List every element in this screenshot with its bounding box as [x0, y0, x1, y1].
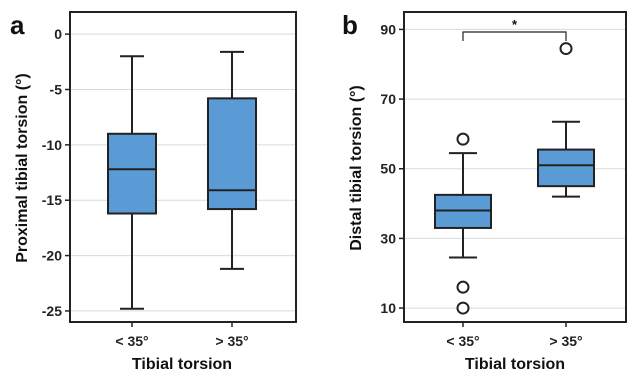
- panel-a-x-tick-label: < 35°: [115, 333, 148, 349]
- panel-a-y-ticks: 0 -5 -10 -15 -20 -25: [42, 26, 70, 319]
- panel-a-x-tick-label: > 35°: [215, 333, 248, 349]
- panel-a-y-tick-label: -5: [50, 82, 63, 98]
- panel-b-boxes: [434, 42, 595, 315]
- panel-a-y-tick-label: 0: [54, 26, 62, 42]
- panel-b-frame: [403, 11, 627, 323]
- panel-b-y-tick-label: 10: [380, 300, 396, 316]
- panel-b-outlier-point: [456, 280, 470, 294]
- panel-b-y-tick-label: 50: [380, 161, 396, 177]
- panel-b-y-tick-label: 70: [380, 91, 396, 107]
- panel-a-frame: [69, 11, 297, 323]
- panel-b-significance-label: *: [512, 17, 518, 32]
- panel-a-box: [207, 97, 257, 211]
- panel-b-box: [537, 148, 595, 188]
- panel-a: a Proximal tibial torsion (°) Tibial tor…: [10, 10, 297, 373]
- panel-a-letter: a: [10, 10, 25, 40]
- panel-b-outlier-point: [456, 301, 470, 315]
- panel-b-significance: *: [462, 17, 567, 41]
- panel-b-letter: b: [342, 10, 358, 40]
- panel-a-y-tick-label: -25: [42, 303, 62, 319]
- panel-b-y-tick-label: 90: [380, 21, 396, 37]
- panel-a-x-ticks: < 35° > 35°: [115, 322, 249, 349]
- panel-b-x-ticks: < 35° > 35°: [446, 322, 583, 349]
- panel-b-y-tick-label: 30: [380, 230, 396, 246]
- panel-b-outlier-point: [456, 132, 470, 146]
- panel-b-x-axis-title: Tibial torsion: [465, 356, 565, 373]
- panel-b-significance-bracket: [462, 31, 567, 41]
- panel-b: b Distal tibial torsion (°) Tibial torsi…: [342, 10, 627, 373]
- panel-a-box: [107, 132, 157, 215]
- panel-a-y-axis-title: Proximal tibial torsion (°): [14, 73, 31, 263]
- panel-a-boxes: [107, 50, 257, 310]
- panel-a-x-axis-title: Tibial torsion: [132, 356, 232, 373]
- panel-a-y-tick-label: -10: [42, 137, 62, 153]
- panel-a-grid: [70, 33, 296, 312]
- panel-a-y-tick-label: -20: [42, 248, 62, 264]
- panel-b-outlier-point: [559, 42, 573, 56]
- panel-a-y-tick-label: -15: [42, 192, 62, 208]
- panel-b-y-axis-title: Distal tibial torsion (°): [348, 85, 365, 251]
- panel-b-x-tick-label: > 35°: [549, 333, 582, 349]
- panel-b-x-tick-label: < 35°: [446, 333, 479, 349]
- panel-b-y-ticks: 10 30 50 70 90: [380, 21, 404, 316]
